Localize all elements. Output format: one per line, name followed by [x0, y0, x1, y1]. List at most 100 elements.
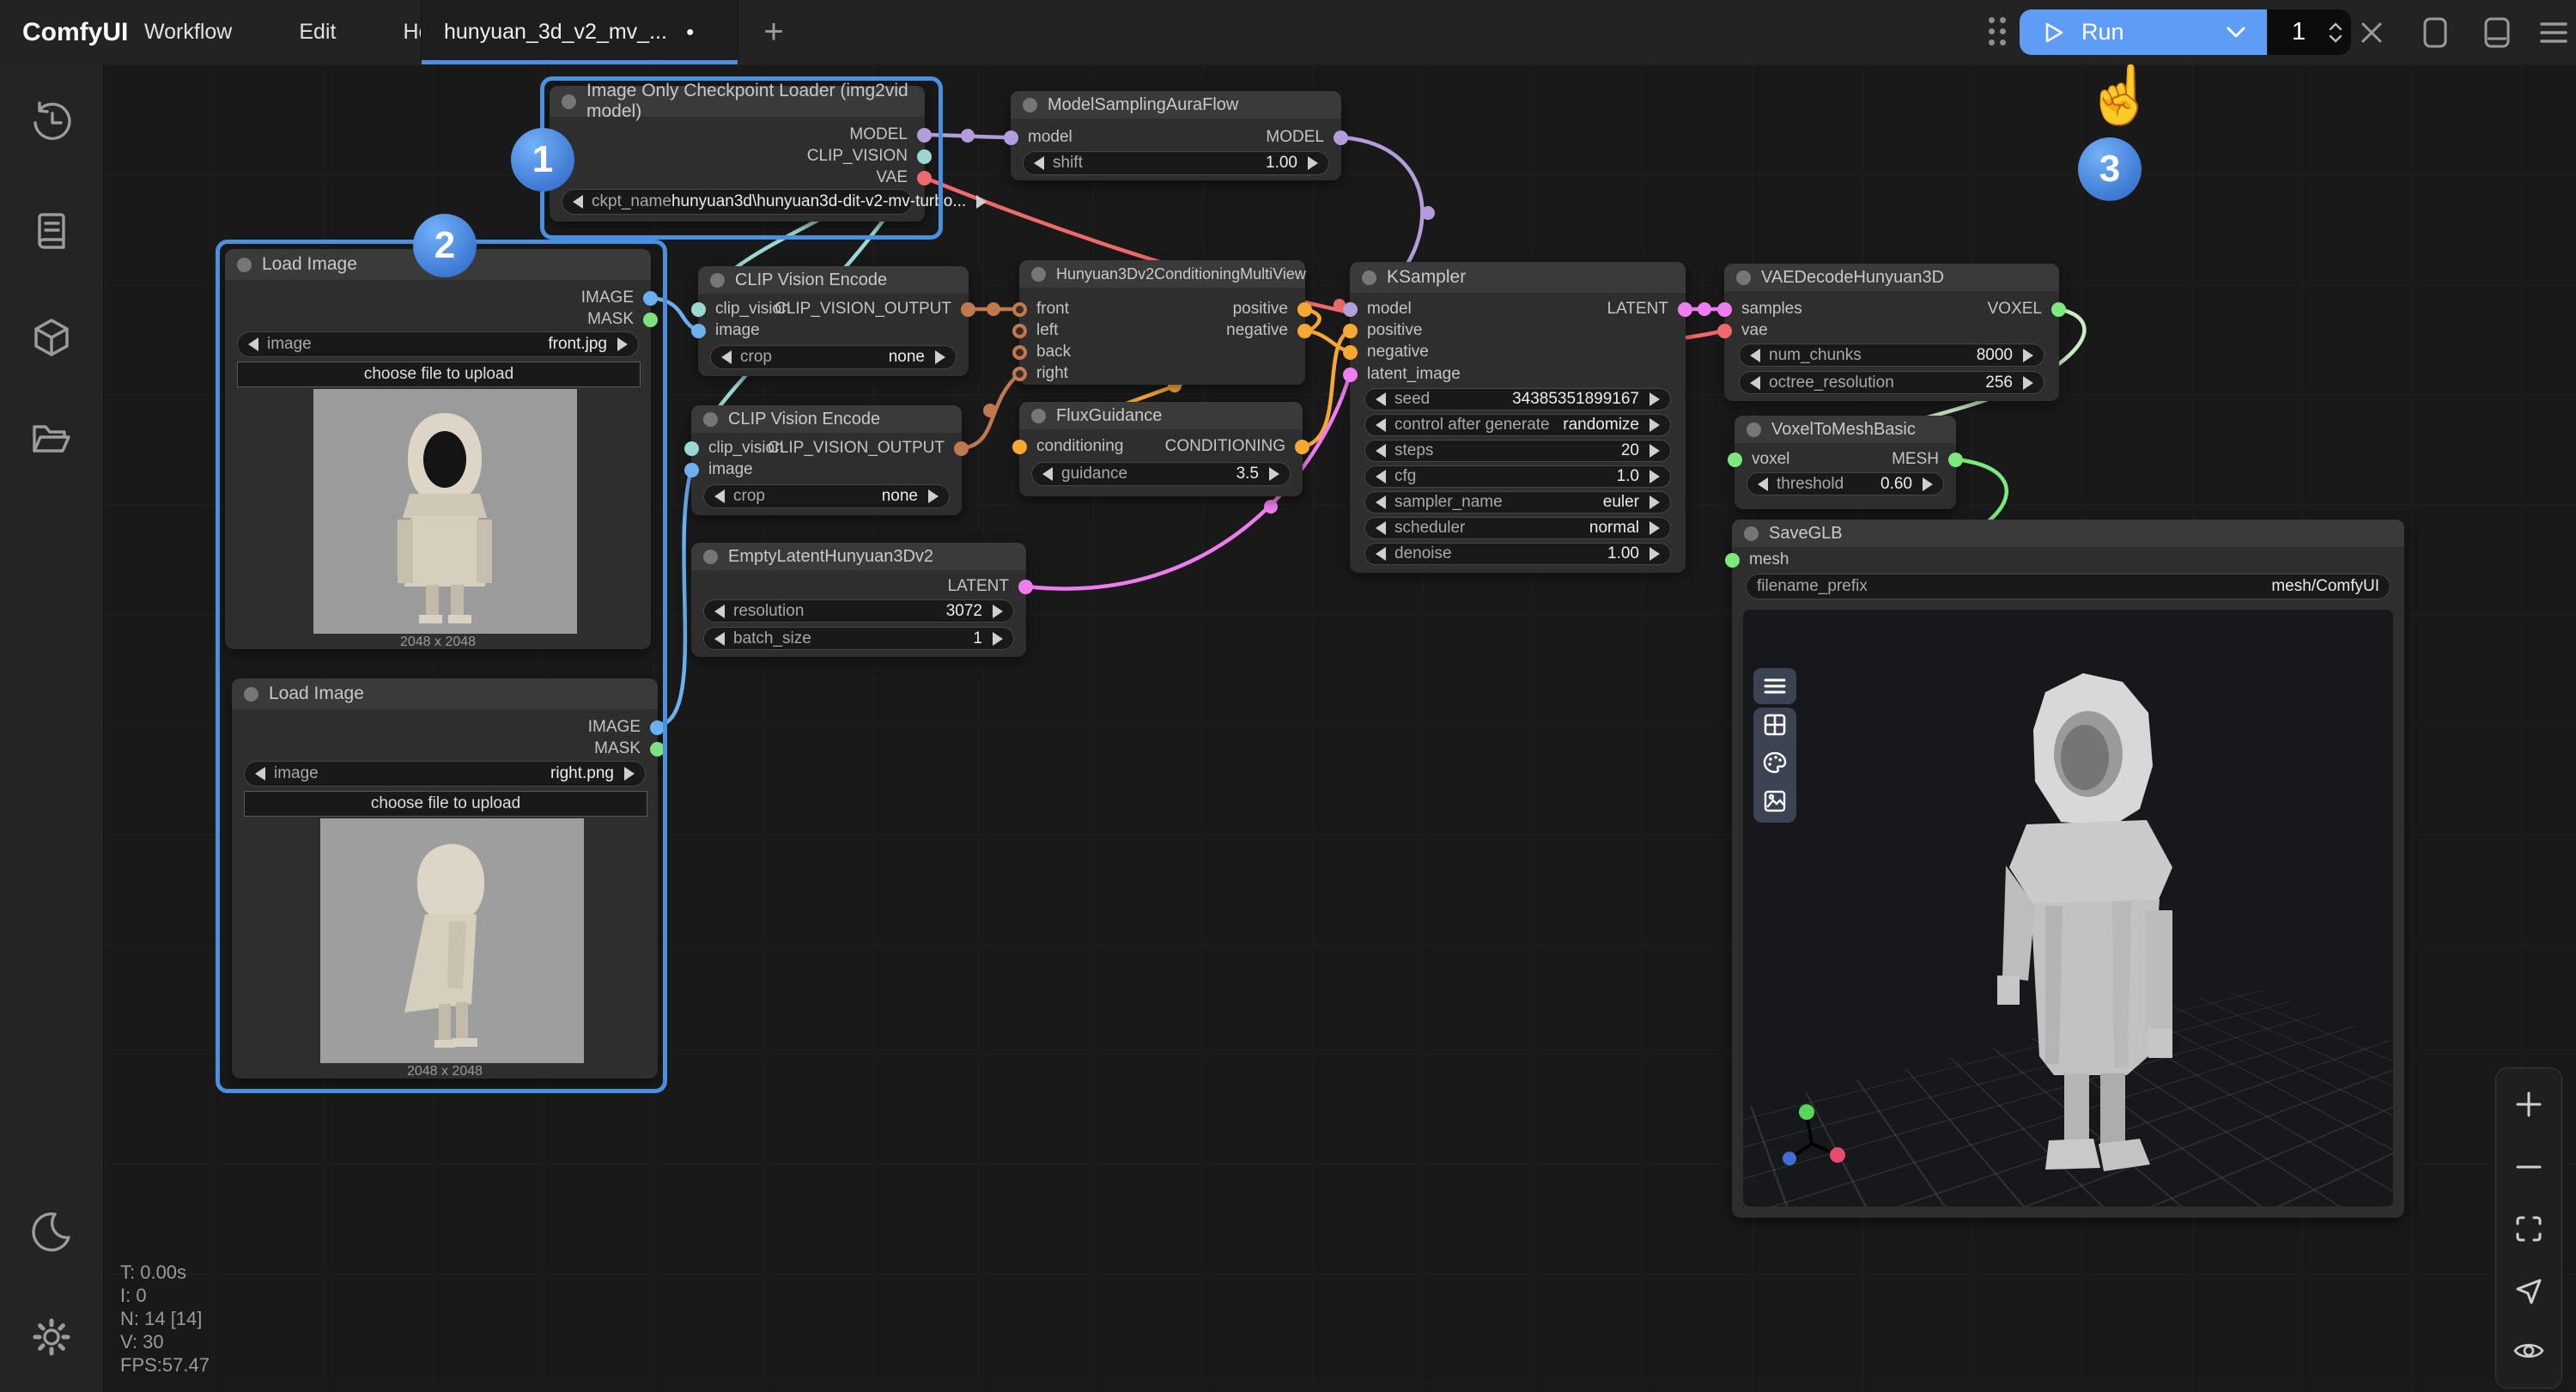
crop-widget[interactable]: crop none	[710, 345, 957, 369]
output-port-mesh[interactable]	[1948, 453, 1963, 467]
next-arrow-icon[interactable]	[1649, 547, 1660, 561]
sampler-name-widget[interactable]: sampler_name euler	[1364, 491, 1671, 514]
choose-file-button[interactable]: choose file to upload	[237, 362, 641, 387]
output-port-positive[interactable]	[1297, 302, 1312, 317]
prev-arrow-icon[interactable]	[1376, 547, 1386, 561]
fit-view-button[interactable]	[2514, 1214, 2543, 1248]
next-arrow-icon[interactable]	[1923, 477, 1933, 491]
input-port-model[interactable]	[1004, 131, 1018, 145]
output-port-negative[interactable]	[1297, 324, 1312, 338]
next-arrow-icon[interactable]	[1649, 444, 1660, 458]
resolution-widget[interactable]: resolution 3072	[703, 599, 1014, 623]
ckpt-name-widget[interactable]: ckpt_name hunyuan3d\hunyuan3d-dit-v2-mv-…	[562, 189, 913, 215]
node-load-image-front[interactable]: Load Image IMAGE MASK image front.jpg ch…	[225, 249, 651, 649]
input-port-negative[interactable]	[1343, 345, 1358, 360]
image-select-widget[interactable]: image right.png	[244, 761, 646, 787]
zoom-out-button[interactable]	[2514, 1152, 2543, 1186]
theme-toggle-button[interactable]	[27, 1207, 76, 1255]
output-port-mask[interactable]	[650, 742, 665, 757]
next-arrow-icon[interactable]	[993, 632, 1003, 646]
input-port-voxel[interactable]	[1728, 453, 1742, 467]
node-ksampler[interactable]: KSampler model positive negative latent_…	[1350, 262, 1686, 573]
steps-widget[interactable]: steps 20	[1364, 440, 1671, 462]
menu-edit[interactable]: Edit	[299, 20, 336, 45]
settings-button[interactable]	[27, 1313, 76, 1361]
input-port-clip-vision[interactable]	[691, 302, 706, 317]
batch-count-stepper[interactable]: 1	[2268, 9, 2351, 55]
prev-arrow-icon[interactable]	[1034, 156, 1044, 170]
next-arrow-icon[interactable]	[624, 767, 635, 781]
num-chunks-widget[interactable]: num_chunks 8000	[1739, 343, 2044, 367]
next-arrow-icon[interactable]	[1649, 495, 1660, 509]
next-arrow-icon[interactable]	[1649, 392, 1660, 406]
prev-arrow-icon[interactable]	[1750, 349, 1760, 362]
prev-arrow-icon[interactable]	[573, 195, 583, 209]
output-port-latent[interactable]	[1678, 302, 1692, 317]
prev-arrow-icon[interactable]	[721, 350, 732, 364]
prev-arrow-icon[interactable]	[255, 767, 265, 781]
prev-arrow-icon[interactable]	[1042, 467, 1053, 481]
main-menu-button[interactable]	[2528, 0, 2576, 64]
toggle-bottom-panel-button[interactable]	[2471, 0, 2523, 64]
prev-arrow-icon[interactable]	[1376, 444, 1386, 458]
batch-size-widget[interactable]: batch_size 1	[703, 627, 1014, 650]
next-arrow-icon[interactable]	[976, 195, 987, 209]
output-port-image[interactable]	[650, 720, 665, 735]
axis-gizmo[interactable]	[1760, 1091, 1898, 1185]
output-port-clip-vision-output[interactable]	[961, 302, 975, 317]
next-arrow-icon[interactable]	[935, 350, 945, 364]
octree-resolution-widget[interactable]: octree_resolution 256	[1739, 371, 2044, 394]
node-voxel-to-mesh-basic[interactable]: VoxelToMeshBasic voxel MESH threshold 0.…	[1735, 416, 1956, 509]
node-flux-guidance[interactable]: FluxGuidance conditioning CONDITIONING g…	[1019, 402, 1303, 496]
prev-arrow-icon[interactable]	[1376, 418, 1386, 432]
denoise-widget[interactable]: denoise 1.00	[1364, 543, 1671, 565]
guidance-widget[interactable]: guidance 3.5	[1031, 462, 1291, 486]
node-hunyuan3d-conditioning-multiview[interactable]: Hunyuan3Dv2ConditioningMultiView front l…	[1019, 260, 1305, 385]
new-workflow-tab-button[interactable]: +	[750, 0, 797, 64]
input-port-clip-vision[interactable]	[684, 441, 699, 456]
output-port-model[interactable]	[917, 128, 932, 143]
output-port-voxel[interactable]	[2051, 302, 2066, 317]
3d-mesh-viewport[interactable]	[1743, 610, 2393, 1207]
output-port-clip-vision[interactable]	[917, 149, 932, 164]
next-arrow-icon[interactable]	[1649, 521, 1660, 535]
choose-file-button[interactable]: choose file to upload	[244, 791, 647, 817]
toggle-sidebar-button[interactable]	[2409, 0, 2461, 64]
scheduler-widget[interactable]: scheduler normal	[1364, 517, 1671, 539]
viewport-background-button[interactable]	[1764, 790, 1786, 817]
crop-widget[interactable]: crop none	[703, 484, 950, 508]
input-port-back[interactable]	[1012, 345, 1027, 360]
next-arrow-icon[interactable]	[1308, 156, 1318, 170]
output-port-image[interactable]	[643, 291, 658, 306]
input-port-model[interactable]	[1343, 302, 1358, 317]
image-preview-front[interactable]	[313, 389, 577, 634]
viewport-grid-button[interactable]	[1764, 714, 1786, 740]
input-port-left[interactable]	[1012, 324, 1027, 338]
input-port-vae[interactable]	[1717, 324, 1732, 338]
output-port-model[interactable]	[1334, 131, 1348, 145]
input-port-samples[interactable]	[1717, 302, 1732, 317]
next-arrow-icon[interactable]	[2023, 376, 2033, 390]
input-port-image[interactable]	[691, 324, 706, 338]
prev-arrow-icon[interactable]	[714, 605, 725, 618]
output-port-latent[interactable]	[1018, 580, 1033, 594]
output-port-conditioning[interactable]	[1295, 440, 1309, 454]
viewport-material-button[interactable]	[1763, 751, 1787, 778]
node-clip-vision-encode-1[interactable]: CLIP Vision Encode clip_vision CLIP_VISI…	[698, 266, 969, 376]
prev-arrow-icon[interactable]	[1376, 521, 1386, 535]
sidebar-node-library-button[interactable]	[27, 207, 76, 255]
cfg-widget[interactable]: cfg 1.0	[1364, 465, 1671, 488]
prev-arrow-icon[interactable]	[248, 337, 258, 351]
clear-queue-button[interactable]	[2346, 0, 2397, 64]
menu-workflow[interactable]: Workflow	[144, 20, 232, 45]
next-arrow-icon[interactable]	[1269, 467, 1279, 481]
input-port-latent-image[interactable]	[1343, 368, 1358, 382]
next-arrow-icon[interactable]	[928, 489, 939, 503]
next-arrow-icon[interactable]	[993, 605, 1003, 618]
zoom-in-button[interactable]	[2514, 1090, 2543, 1123]
toolbar-drag-handle[interactable]	[1989, 17, 2011, 50]
input-port-image[interactable]	[684, 463, 699, 477]
toggle-link-visibility-button[interactable]	[2513, 1340, 2544, 1366]
output-port-clip-vision-output[interactable]	[954, 441, 969, 456]
node-empty-latent-hunyuan3d[interactable]: EmptyLatentHunyuan3Dv2 LATENT resolution…	[691, 543, 1026, 657]
